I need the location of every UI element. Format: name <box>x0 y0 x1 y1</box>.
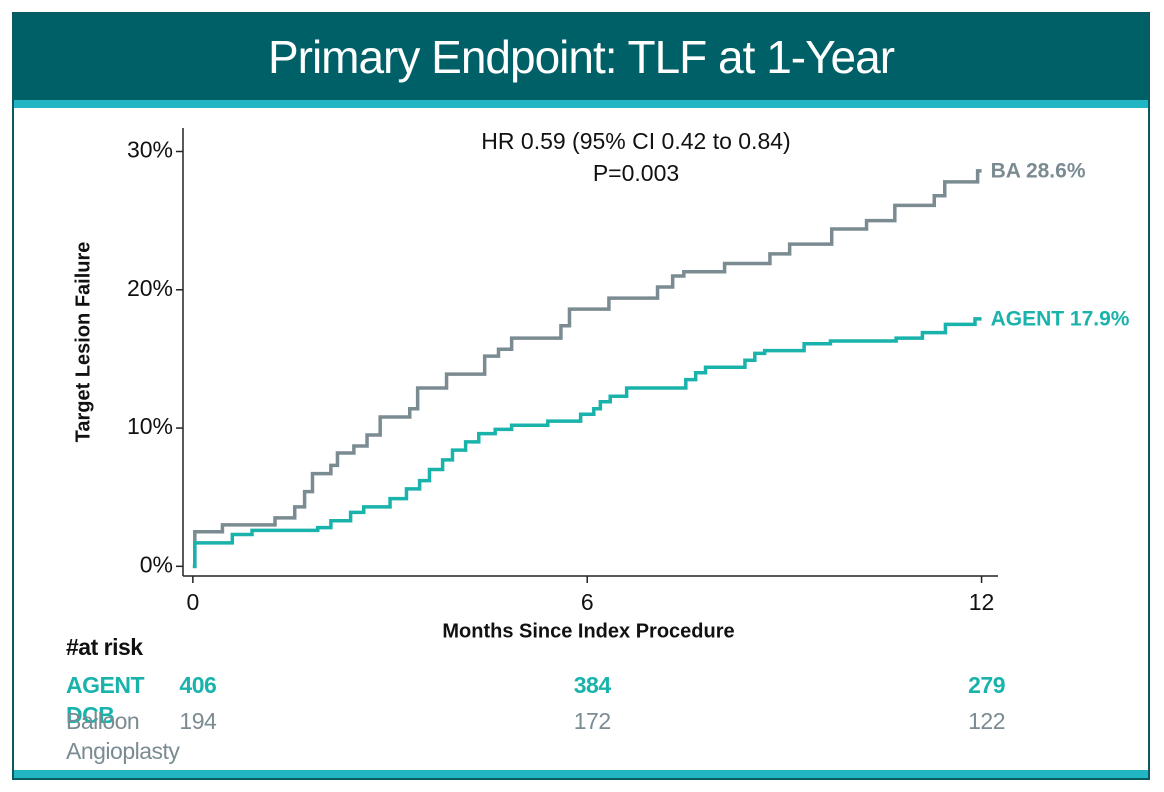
km-line <box>192 317 982 569</box>
km-line <box>192 169 982 569</box>
y-tick-label: 30% <box>127 137 173 163</box>
x-tick-label: 12 <box>969 589 995 615</box>
annotation: HR 0.59 (95% CI 0.42 to 0.84) <box>481 128 790 154</box>
x-tick-label: 0 <box>186 589 199 615</box>
y-tick-label: 0% <box>140 551 173 577</box>
slide-title: Primary Endpoint: TLF at 1-Year <box>14 14 1148 108</box>
at-risk-count: 172 <box>573 708 611 734</box>
y-tick-label: 20% <box>127 275 173 301</box>
at-risk-row-label: AGENT DCB <box>66 672 145 728</box>
slide: Primary Endpoint: TLF at 1-Year <box>12 12 1150 780</box>
annotation: P=0.003 <box>593 160 679 186</box>
at-risk-title: #at risk <box>66 634 143 660</box>
at-risk-count: 194 <box>179 708 217 734</box>
footer-stripe <box>14 770 1148 778</box>
at-risk-count: 406 <box>179 672 217 698</box>
at-risk-count: 384 <box>573 672 611 698</box>
series-label: AGENT 17.9% <box>991 307 1130 330</box>
x-tick-label: 6 <box>581 589 594 615</box>
at-risk-count: 279 <box>968 672 1005 698</box>
at-risk-count: 122 <box>968 708 1005 734</box>
y-axis-label: Target Lesion Failure <box>72 242 94 443</box>
series-label: BA 28.6% <box>991 159 1086 182</box>
at-risk-row-label: Balloon Angioplasty <box>66 708 180 764</box>
x-axis-label: Months Since Index Procedure <box>442 620 734 642</box>
y-tick-label: 10% <box>127 413 173 439</box>
